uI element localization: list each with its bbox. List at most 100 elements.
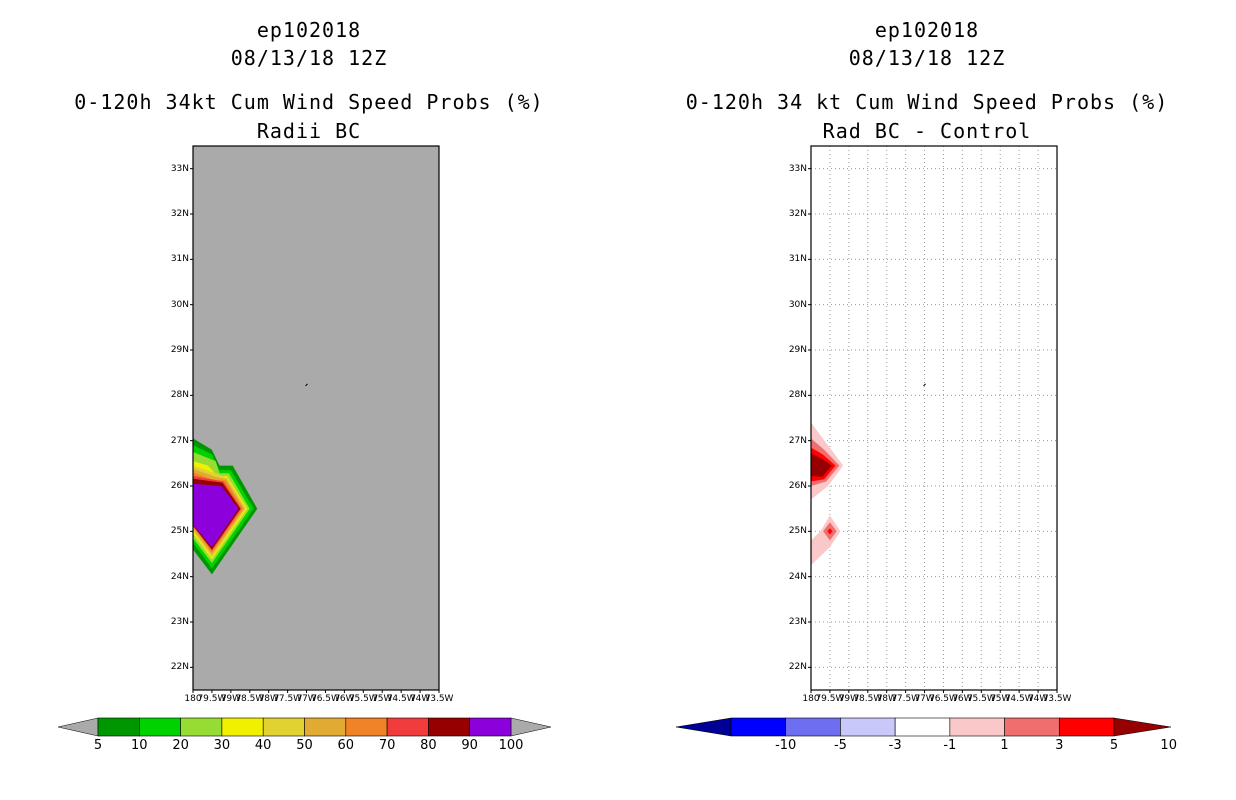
right-colorbar-swatch (730, 717, 787, 737)
left-colorbar-swatch (304, 717, 347, 737)
left-colorbar-swatch (97, 717, 140, 737)
left-colorbar-swatch (469, 717, 512, 737)
left-colorbar-max-arrow (510, 717, 552, 737)
right-colorbar-label: -10 (775, 738, 797, 753)
left-ytick-label: 32N (170, 209, 189, 219)
left-colorbar-label: 5 (93, 738, 103, 753)
right-xtick-label: 74W (1027, 694, 1049, 704)
left-colorbar-swatch (428, 717, 470, 737)
right-colorbar-swatch (785, 717, 841, 737)
left-xtick-label: 78.5W (235, 694, 265, 704)
right-colorbar-label: 10 (1160, 738, 1177, 753)
left-colorbar-label: 90 (461, 738, 478, 753)
right-colorbar-min-arrow (675, 717, 732, 737)
left-ytick-label: 31N (170, 254, 189, 265)
left-colorbar-label: 50 (296, 738, 313, 753)
right-ytick-label: 33N (788, 163, 807, 174)
right-colorbar-label: -1 (943, 738, 957, 753)
right-xtick-label: 74.5W (1004, 694, 1034, 704)
left-colorbar-label: 40 (254, 738, 272, 753)
left-datetime: 08/13/18 12Z (230, 46, 388, 70)
right-plot-frame (810, 145, 1058, 691)
left-ytick-label: 26N (170, 481, 189, 491)
right-island-mark (923, 383, 926, 387)
right-xtick-label: 73.5W (1042, 694, 1072, 704)
right-xtick-label: 75.5W (966, 694, 996, 704)
left-colorbar-swatch (180, 717, 223, 737)
left-xtick-label: 79W (220, 694, 242, 704)
left-colorbar-swatch (221, 717, 264, 737)
left-xtick-label: 74W (409, 694, 431, 704)
right-contour-10-3 (811, 453, 832, 477)
left-ytick-label: 25N (170, 526, 189, 537)
right-xtick-label: 77W (914, 694, 935, 704)
left-colorbar-label: 10 (131, 738, 148, 753)
right-plot-background (811, 146, 1057, 690)
left-xtick-label: 77W (296, 694, 317, 704)
left-ytick-label: 28N (170, 390, 189, 401)
left-colorbar-label: 60 (337, 738, 355, 753)
right-colorbar-swatch (840, 717, 896, 737)
left-ytick-label: 27N (170, 435, 189, 446)
right-xtick-label: 75W (990, 694, 1011, 704)
left-island-mark (305, 383, 308, 387)
left-colorbar-label: 30 (213, 738, 231, 753)
left-xtick-label: 75W (372, 694, 393, 704)
left-xtick-label: 78W (258, 694, 279, 704)
left-colorbar-swatch (262, 717, 305, 737)
right-contour-5-6 (827, 528, 833, 535)
right-xtick-label: 76.5W (928, 694, 958, 704)
left-colorbar-label: 100 (498, 738, 524, 753)
right-xtick-label: 78W (876, 694, 897, 704)
right-ytick-label: 22N (788, 662, 807, 673)
left-colorbar-label: 20 (172, 738, 189, 753)
right-chart-subtitle: Rad BC - Control (822, 119, 1032, 143)
left-ytick-label: 22N (170, 662, 189, 673)
right-ytick-label: 25N (788, 526, 807, 537)
right-xtick-label: 77.5W (891, 694, 921, 704)
right-colorbar-label: 5 (1109, 738, 1119, 753)
left-colorbar-label: 70 (378, 738, 396, 753)
right-storm-id: ep102018 (874, 18, 980, 42)
right-xtick-label: 76W (952, 694, 973, 704)
left-contour-90-9 (193, 483, 239, 548)
left-xtick-label: 75.5W (348, 694, 378, 704)
right-ytick-label: 30N (788, 299, 807, 310)
left-ytick-label: 29N (170, 345, 189, 355)
right-ytick-label: 27N (788, 435, 807, 446)
left-ytick-label: 24N (170, 571, 189, 582)
left-ytick-label: 33N (170, 163, 189, 174)
left-colorbar-swatch (386, 717, 429, 737)
left-colorbar-swatch (345, 717, 388, 737)
right-colorbar-swatch (894, 717, 951, 737)
right-colorbar-max-arrow (1113, 717, 1172, 737)
left-xtick-label: 180 (184, 694, 202, 704)
right-ytick-label: 24N (788, 571, 807, 582)
left-colorbar-min-arrow (57, 717, 99, 737)
right-colorbar-label: 1 (1000, 738, 1009, 753)
right-datetime: 08/13/18 12Z (848, 46, 1006, 70)
right-ytick-label: 29N (788, 345, 807, 355)
right-xtick-label: 79W (838, 694, 860, 704)
right-colorbar-swatch (1058, 717, 1115, 737)
right-xtick-label: 79.5W (815, 694, 845, 704)
right-xtick-label: 180 (802, 694, 820, 704)
left-colorbar-swatch (139, 717, 181, 737)
right-colorbar-label: 3 (1055, 738, 1064, 753)
left-xtick-label: 77.5W (273, 694, 303, 704)
right-ytick-label: 28N (788, 390, 807, 401)
right-ytick-label: 26N (788, 481, 807, 491)
left-plot-background (193, 146, 439, 690)
left-ytick-label: 30N (170, 299, 189, 310)
right-ytick-label: 31N (788, 254, 807, 265)
right-chart-title: 0-120h 34 kt Cum Wind Speed Probs (%) (685, 90, 1169, 114)
right-ytick-label: 32N (788, 209, 807, 219)
right-xtick-label: 78.5W (853, 694, 883, 704)
right-colorbar-label: -3 (888, 738, 902, 753)
left-chart-title: 0-120h 34kt Cum Wind Speed Probs (%) (74, 90, 544, 114)
left-storm-id: ep102018 (256, 18, 362, 42)
right-colorbar-swatch (949, 717, 1005, 737)
left-colorbar-label: 80 (420, 738, 437, 753)
left-plot-frame (192, 145, 440, 691)
